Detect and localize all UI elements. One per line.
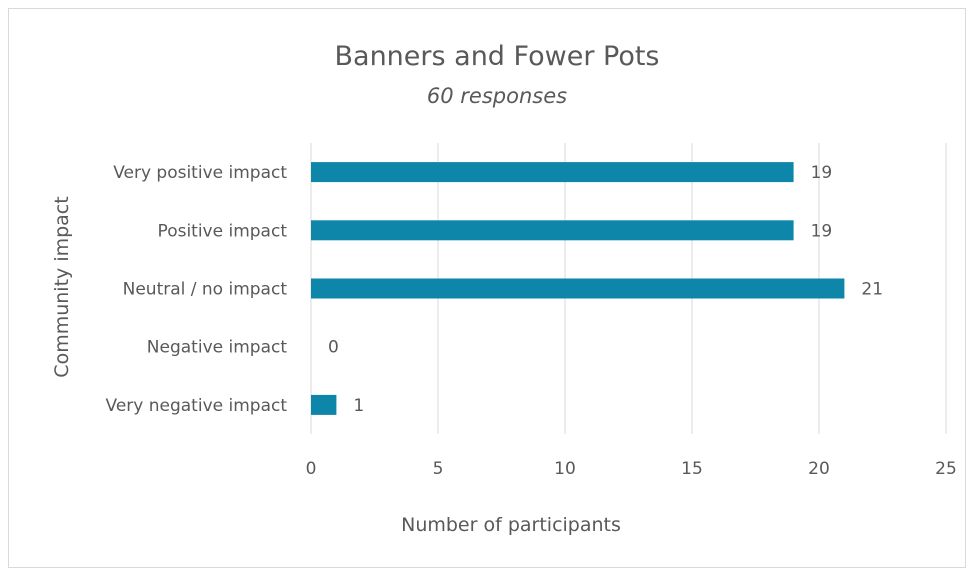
y-category-label: Neutral / no impact [123, 280, 288, 300]
bar [311, 220, 794, 241]
data-label: 19 [811, 163, 833, 183]
y-category-label: Very positive impact [113, 163, 287, 183]
data-label: 0 [328, 338, 339, 358]
x-tick-label: 5 [433, 459, 444, 479]
y-category-label: Positive impact [158, 221, 288, 241]
bars [311, 162, 845, 415]
x-tick-label: 20 [808, 459, 830, 479]
data-label: 1 [353, 396, 364, 416]
x-tick-label: 0 [306, 459, 317, 479]
y-axis-title: Community impact [51, 196, 73, 377]
chart-subtitle: 60 responses [427, 84, 567, 108]
x-tick-label: 15 [681, 459, 703, 479]
data-label: 21 [861, 280, 883, 300]
bar [311, 394, 337, 415]
y-category-label: Very negative impact [106, 396, 288, 416]
bar [311, 278, 845, 299]
chart-title: Banners and Fower Pots [335, 41, 660, 72]
x-axis-title: Number of participants [401, 514, 621, 536]
y-category-label: Negative impact [147, 338, 288, 358]
x-tick-label: 25 [935, 459, 957, 479]
data-label: 19 [811, 221, 833, 241]
x-tick-label: 10 [554, 459, 576, 479]
bar [311, 162, 794, 183]
